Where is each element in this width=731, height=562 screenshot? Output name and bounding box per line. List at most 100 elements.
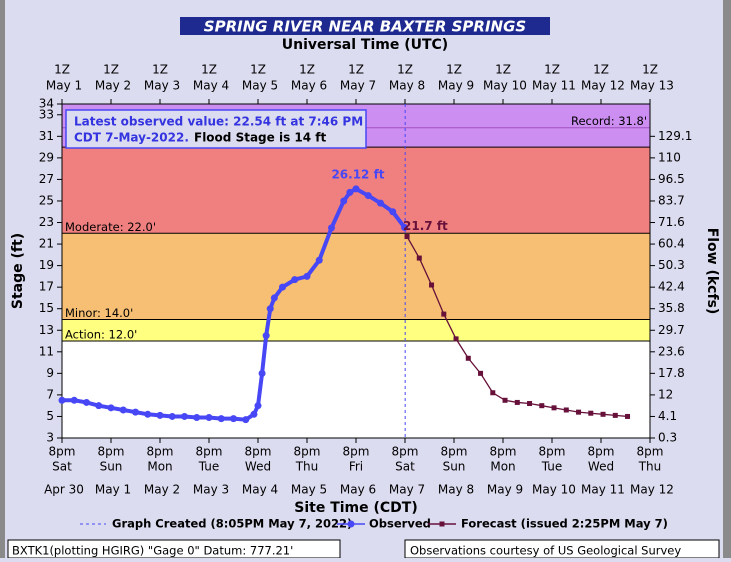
x-tick-label: 8pm <box>294 445 321 459</box>
observed-point <box>401 223 409 231</box>
y-tick-label: 17 <box>39 280 54 294</box>
x2-tick-date: May 7 <box>340 79 376 93</box>
legend-created: Graph Created (8:05PM May 7, 2022) <box>112 517 352 531</box>
legend-forecast: Forecast (issued 2:25PM May 7) <box>461 517 668 531</box>
forecast-point <box>429 282 435 288</box>
chart-title: SPRING RIVER NEAR BAXTER SPRINGS <box>204 18 526 36</box>
x-tick-label: 8pm <box>147 445 174 459</box>
observed-point <box>291 276 299 284</box>
x-tick-day: Sat <box>52 460 72 474</box>
x-tick-date: May 7 <box>389 483 425 497</box>
x-tick-day: Thu <box>295 460 319 474</box>
observed-point <box>303 272 311 280</box>
x2-tick-label: 1Z <box>348 63 364 77</box>
observed-point <box>346 188 354 196</box>
forecast-point <box>612 412 618 418</box>
x2-tick-label: 1Z <box>250 63 266 77</box>
flood-label: Minor: 14.0' <box>65 306 133 320</box>
y-tick-label: 9 <box>46 366 54 380</box>
title-bar <box>180 17 550 35</box>
plot-area: Action: 12.0' Minor: 14.0' Moderate: 22.0'… <box>39 63 693 497</box>
x-tick-day: Wed <box>245 460 271 474</box>
observed-point <box>205 414 213 422</box>
observed-point <box>389 208 397 216</box>
x-tick-day: Mon <box>147 460 172 474</box>
annotation-line2: CDT 7-May-2022. <box>74 131 189 145</box>
observed-point <box>279 283 286 291</box>
observed-point <box>254 402 262 410</box>
y2-tick-label: 83.7 <box>658 193 685 207</box>
observed-point <box>107 404 115 412</box>
x-tick-date: May 5 <box>291 483 327 497</box>
x-tick-day: Tue <box>541 460 563 474</box>
forecast-point <box>600 411 606 417</box>
x2-tick-label: 1Z <box>642 63 658 77</box>
y2-tick-label: 17.8 <box>658 366 685 380</box>
forecast-first-label: 21.7 ft <box>403 219 448 233</box>
x-tick-label: 8pm <box>392 445 419 459</box>
legend-forecast-point <box>439 521 445 527</box>
x-tick-label: 8pm <box>343 445 370 459</box>
x2-tick-date: May 13 <box>630 79 674 93</box>
forecast-point <box>563 407 569 413</box>
observed-point <box>230 415 237 423</box>
observed-point <box>156 411 164 419</box>
x2-tick-date: May 1 <box>46 79 82 93</box>
x-tick-label: 8pm <box>490 445 517 459</box>
forecast-point <box>416 255 422 261</box>
footer-right: Observations courtesy of US Geological S… <box>410 544 681 558</box>
x-tick-label: 8pm <box>245 445 272 459</box>
observed-point <box>144 410 152 418</box>
annotation-line1: Latest observed value: 22.54 ft at 7:46 … <box>74 115 363 129</box>
x2-tick-date: May 8 <box>389 79 425 93</box>
y2-tick-label: 60.4 <box>658 237 685 251</box>
x-tick-label: 8pm <box>196 445 223 459</box>
y-tick-label: 25 <box>39 193 54 207</box>
x2-tick-date: May 12 <box>581 79 625 93</box>
forecast-point <box>490 390 496 396</box>
y2-tick-label: 29.7 <box>658 323 685 337</box>
x-tick-label: 8pm <box>588 445 615 459</box>
y2-tick-label: 96.5 <box>658 172 685 186</box>
annotation-box <box>65 109 367 149</box>
flood-band <box>62 233 650 320</box>
observed-point <box>377 199 384 207</box>
y2-axis-label: Flow (kcfs) <box>704 228 720 315</box>
record-label: Record: 31.8' <box>571 114 647 128</box>
x2-tick-date: May 9 <box>438 79 474 93</box>
x2-tick-label: 1Z <box>201 63 217 77</box>
x-tick-date: May 2 <box>144 483 180 497</box>
forecast-point <box>551 405 557 411</box>
y2-tick-label: 110 <box>658 150 681 164</box>
x-tick-date: May 11 <box>581 483 625 497</box>
observed-point <box>315 256 323 264</box>
x2-tick-date: May 2 <box>95 79 131 93</box>
y2-tick-label: 71.6 <box>658 215 685 229</box>
x2-tick-date: May 3 <box>144 79 180 93</box>
y2-tick-label: 12 <box>658 387 673 401</box>
observed-point <box>270 294 278 302</box>
y2-tick-label: 42.4 <box>658 280 685 294</box>
x-tick-date: May 3 <box>193 483 229 497</box>
frame-right <box>723 0 731 558</box>
observed-point <box>250 410 258 418</box>
x-tick-day: Wed <box>588 460 614 474</box>
x2-tick-label: 1Z <box>103 63 119 77</box>
x-tick-day: Mon <box>490 460 515 474</box>
annotation-line3: Flood Stage is 14 ft <box>194 131 326 145</box>
y-axis-label: Stage (ft) <box>10 233 26 309</box>
x-tick-date: May 12 <box>630 483 674 497</box>
observed-point <box>119 406 127 414</box>
observed-point <box>132 408 139 416</box>
observed-point <box>95 402 103 410</box>
y-tick-label: 19 <box>39 258 54 272</box>
y-tick-label: 33 <box>39 107 54 121</box>
y-tick-label: 31 <box>39 129 54 143</box>
x-tick-day: Sun <box>443 460 466 474</box>
observed-point <box>266 305 274 313</box>
observed-point <box>83 398 90 406</box>
x-tick-date: May 6 <box>340 483 376 497</box>
y-tick-label: 13 <box>39 323 54 337</box>
flood-band <box>62 319 650 342</box>
